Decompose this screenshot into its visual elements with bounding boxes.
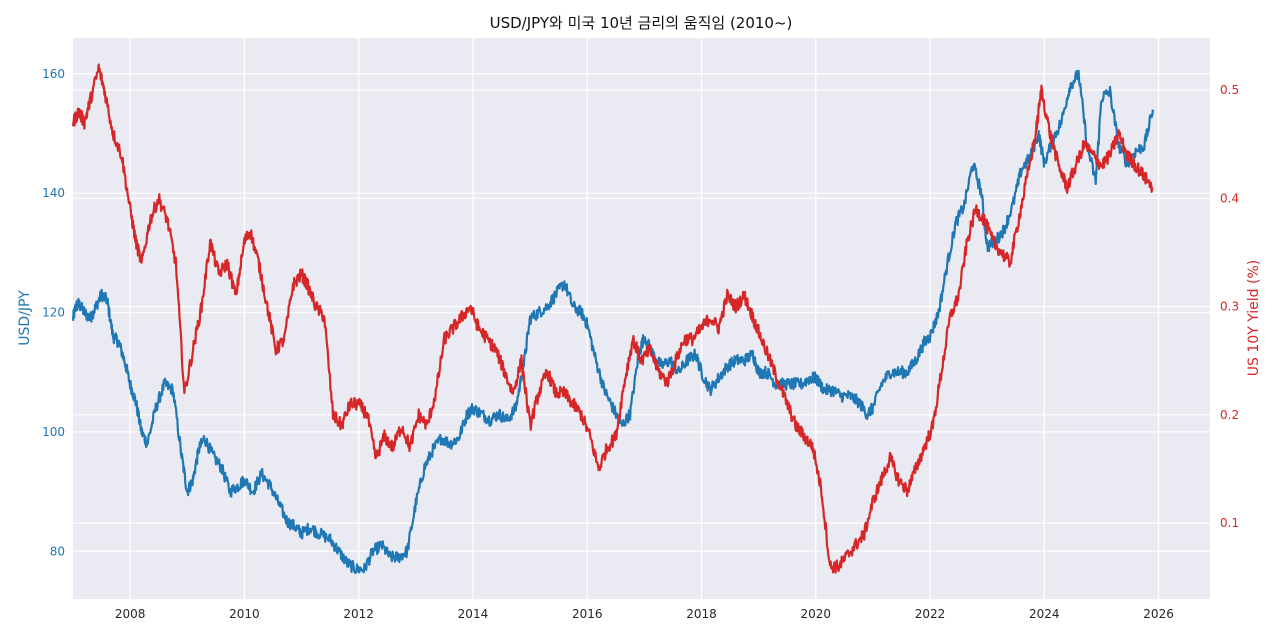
y-tick-label-left: 100: [42, 425, 65, 439]
y-tick-label-left: 160: [42, 67, 65, 81]
x-tick-label: 2024: [1029, 607, 1060, 621]
x-tick-label: 2016: [572, 607, 603, 621]
grid-lines: [73, 38, 1210, 599]
chart-title: USD/JPY와 미국 10년 금리의 움직임 (2010~): [490, 14, 793, 32]
series-lines: [71, 63, 1154, 574]
y-tick-label-left: 120: [42, 306, 65, 320]
y-tick-label-right: 0.4: [1220, 191, 1239, 205]
y-tick-label-right: 0.3: [1220, 300, 1239, 314]
x-tick-label: 2022: [915, 607, 946, 621]
usdjpy-series-line: [71, 69, 1154, 574]
y-tick-label-left: 140: [42, 186, 65, 200]
x-tick-label: 2020: [800, 607, 831, 621]
y-tick-label-right: 0.5: [1220, 83, 1239, 97]
x-tick-label: 2026: [1143, 607, 1174, 621]
y-tick-label-right: 0.2: [1220, 408, 1239, 422]
yield-series-line: [71, 63, 1154, 574]
x-tick-label: 2018: [686, 607, 717, 621]
x-tick-label: 2014: [458, 607, 489, 621]
y-axis-label-right: US 10Y Yield (%): [1246, 260, 1262, 376]
x-tick-label: 2012: [343, 607, 374, 621]
x-tick-label: 2010: [229, 607, 260, 621]
y-axis-label-left: USD/JPY: [17, 290, 33, 346]
y-tick-label-right: 0.1: [1220, 516, 1239, 530]
plot-area: [73, 38, 1210, 599]
tick-labels: 2008 2010 2012 2014 2016 2018 2020 2022 2024 2026…: [42, 67, 1239, 621]
x-tick-label: 2008: [115, 607, 146, 621]
y-tick-label-left: 80: [50, 544, 65, 558]
